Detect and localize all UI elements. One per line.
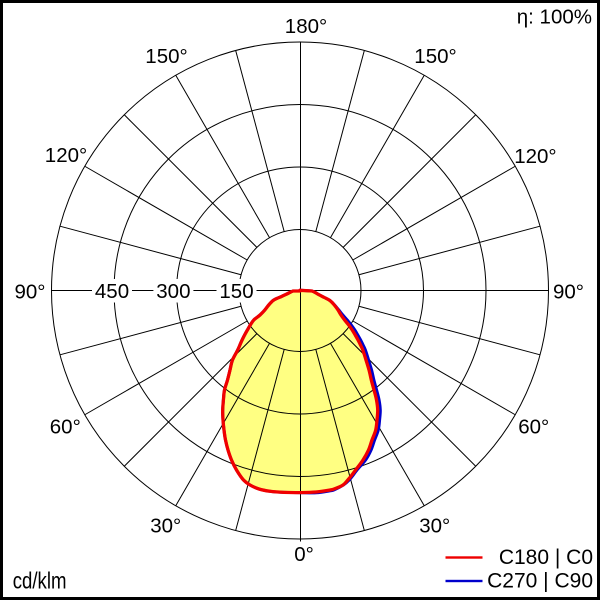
svg-text:C270 | C90: C270 | C90 — [487, 570, 593, 593]
svg-text:180°: 180° — [285, 15, 327, 38]
svg-text:90°: 90° — [553, 280, 584, 303]
svg-text:150: 150 — [219, 280, 253, 303]
svg-text:120°: 120° — [514, 145, 556, 168]
svg-text:150°: 150° — [145, 45, 187, 68]
svg-text:η: 100%: η: 100% — [517, 6, 592, 29]
svg-text:150°: 150° — [414, 45, 456, 68]
svg-text:30°: 30° — [150, 515, 181, 538]
svg-text:60°: 60° — [518, 416, 549, 439]
svg-text:C180 | C0: C180 | C0 — [499, 546, 593, 569]
svg-text:60°: 60° — [50, 416, 81, 439]
svg-text:300: 300 — [156, 280, 190, 303]
svg-text:120°: 120° — [45, 144, 87, 167]
svg-text:cd/klm: cd/klm — [13, 569, 67, 594]
svg-text:30°: 30° — [419, 515, 450, 538]
svg-text:90°: 90° — [14, 280, 45, 303]
svg-text:450: 450 — [95, 280, 129, 303]
svg-text:0°: 0° — [294, 543, 314, 566]
